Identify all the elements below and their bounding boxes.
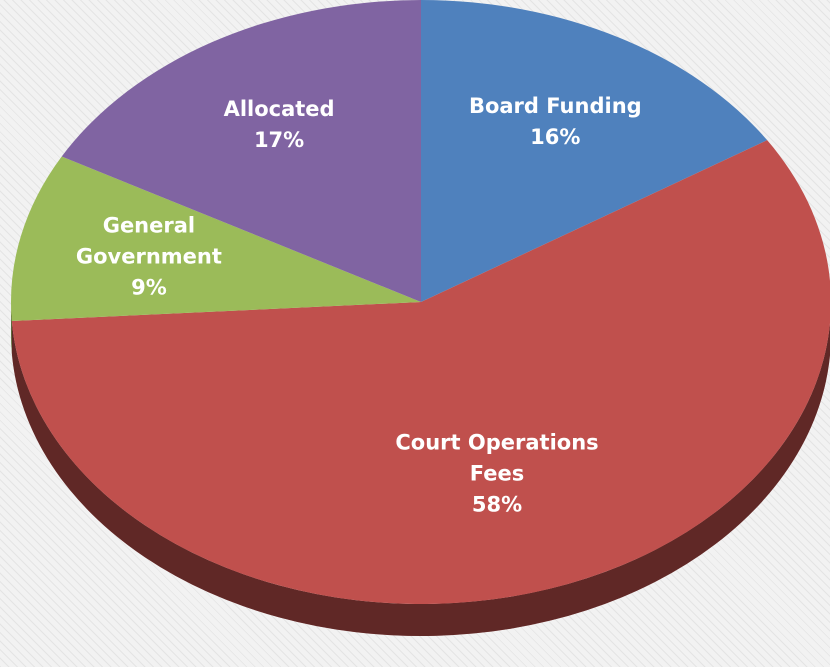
slice-value: 58% — [471, 492, 523, 517]
slice — [11, 140, 830, 604]
slice-label: General Government 9% — [74, 211, 224, 304]
slice-value: 16% — [530, 125, 581, 150]
slice — [421, 0, 768, 302]
slice-name: Allocated — [223, 97, 335, 122]
slice-label: Allocated 17% — [169, 94, 389, 156]
slice — [11, 156, 421, 321]
slice-name: General Government — [75, 213, 222, 269]
slice-name: Court Operations Fees — [395, 430, 599, 486]
slice-label: Court Operations Fees 58% — [387, 428, 607, 521]
slice-name: Board Funding — [468, 94, 642, 119]
slice — [61, 0, 421, 302]
slice-label: Board Funding 16% — [445, 91, 665, 153]
slice-side-shade — [11, 302, 12, 353]
slice-value: 9% — [131, 275, 167, 300]
slice-value: 17% — [253, 128, 305, 153]
